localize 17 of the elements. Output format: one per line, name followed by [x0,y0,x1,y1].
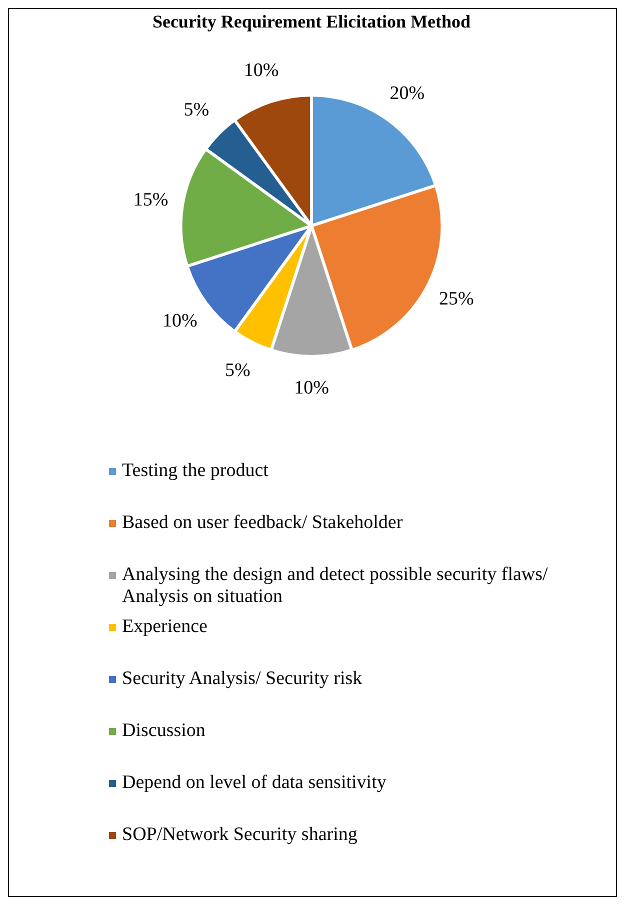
legend-label: Experience [122,616,208,638]
legend-label: Security Analysis/ Security risk [122,668,362,690]
data-label: 10% [244,60,279,82]
legend-label: Discussion [122,720,206,742]
data-label: 10% [162,310,198,332]
data-label: 10% [294,377,330,398]
data-label: 20% [390,83,425,104]
legend-label: Testing the product [122,460,268,482]
legend-label: SOP/Network Security sharing [122,824,358,846]
legend-label: Analysing the design and detect possible security flaws/ Analysis on situation [122,564,549,608]
legend-label: Based on user feedback/ Stakeholder [122,512,403,534]
data-label: 25% [439,288,474,310]
data-label: 5% [224,360,250,381]
data-label: 15% [133,189,168,210]
legend-label: Depend on level of data sensitivity [122,772,386,794]
data-label: 5% [184,100,210,121]
chart-title: Security Requirement Elicitation Method [152,11,471,32]
